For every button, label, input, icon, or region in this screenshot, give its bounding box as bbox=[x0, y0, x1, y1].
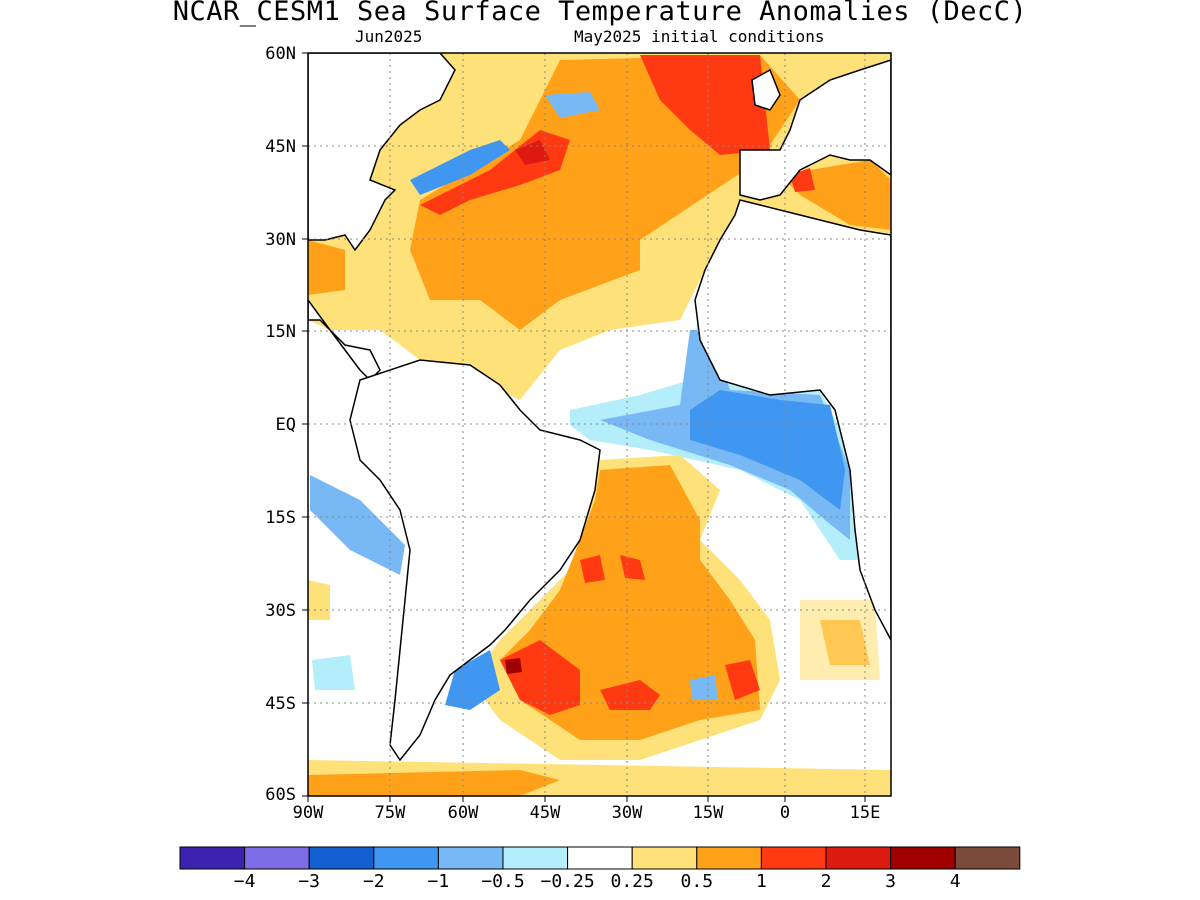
colorbar-swatch bbox=[567, 846, 633, 870]
lon-label: 75W bbox=[374, 803, 406, 823]
colorbar-swatch bbox=[437, 846, 504, 870]
lat-label: 15N bbox=[265, 322, 296, 342]
colorbar-label: −0.5 bbox=[481, 871, 525, 892]
colorbar-swatch bbox=[179, 846, 246, 870]
lat-label: 30N bbox=[265, 230, 296, 250]
anomaly-cool-south-mid bbox=[690, 675, 718, 700]
graticule bbox=[308, 53, 891, 796]
lat-label: 45S bbox=[265, 694, 296, 714]
lat-label: 60N bbox=[265, 44, 296, 64]
colorbar-swatch bbox=[502, 846, 569, 870]
colorbar-label: −4 bbox=[233, 871, 256, 892]
anomaly-field bbox=[308, 53, 891, 796]
colorbar-swatch bbox=[890, 846, 956, 870]
colorbar-swatch bbox=[308, 846, 375, 870]
colorbar-swatch bbox=[631, 846, 698, 870]
anomaly-1-south-east bbox=[725, 660, 760, 700]
colorbar-label: 4 bbox=[949, 871, 961, 892]
anomaly-1-mid-south-2 bbox=[620, 555, 645, 580]
anomaly-1-mid-south bbox=[580, 555, 605, 583]
forecast-month: Jun2025 bbox=[355, 27, 423, 46]
lon-label: 30W bbox=[611, 803, 643, 823]
lat-label: 15S bbox=[265, 508, 296, 528]
lon-label: 0 bbox=[779, 803, 791, 823]
anomaly-1-northeast-atlantic bbox=[640, 55, 770, 155]
initial-conditions: May2025 initial conditions bbox=[574, 27, 825, 46]
colorbar-label: 0.25 bbox=[610, 871, 654, 892]
anomaly-cool-labrador bbox=[410, 140, 510, 195]
lon-label: 45W bbox=[529, 803, 561, 823]
colorbar-label: 3 bbox=[885, 871, 897, 892]
anomaly-cool-eastern-pacific bbox=[310, 475, 405, 575]
lat-label: 30S bbox=[265, 601, 296, 621]
colorbar-label: 0.5 bbox=[680, 871, 714, 892]
land-north-america bbox=[308, 53, 456, 252]
colorbar-swatch bbox=[825, 846, 892, 870]
land-south-america bbox=[349, 359, 601, 762]
anomaly-0.5-caribbean bbox=[308, 240, 345, 295]
chart-title: NCAR_CESM1 Sea Surface Temperature Anoma… bbox=[172, 0, 1028, 27]
anomaly-cool-tropical-strong bbox=[690, 390, 845, 510]
colorbar-label: −2 bbox=[362, 871, 385, 892]
colorbar-swatch bbox=[954, 846, 1021, 870]
axis-ticks bbox=[302, 52, 866, 802]
anomaly-3-brazil-malvinas bbox=[505, 658, 522, 674]
anomaly-0.5-southern-band bbox=[308, 770, 560, 796]
colorbar-swatch bbox=[373, 846, 439, 870]
anomaly-2-gulf-stream bbox=[515, 140, 550, 165]
anomaly-cool-southeast-pacific bbox=[312, 655, 355, 690]
colorbar-swatch bbox=[696, 846, 762, 870]
anomaly-cool-north bbox=[545, 92, 600, 118]
anomaly-0.25-pacific-west bbox=[308, 580, 330, 620]
land-central-america bbox=[308, 298, 381, 382]
colorbar-label: −1 bbox=[427, 871, 450, 892]
anomaly-0.25-south-east bbox=[800, 600, 880, 680]
lon-label: 90W bbox=[292, 803, 324, 823]
lon-label: 15E bbox=[849, 803, 881, 823]
colorbar bbox=[179, 846, 1021, 870]
colorbar-swatch bbox=[760, 846, 827, 870]
anomaly-cool-patagonia bbox=[445, 650, 500, 710]
colorbar-label: −0.25 bbox=[540, 871, 595, 892]
colorbar-label: 1 bbox=[755, 871, 767, 892]
land-british-isles bbox=[751, 68, 781, 111]
lat-label: EQ bbox=[275, 415, 296, 435]
colorbar-swatch bbox=[244, 846, 310, 870]
lat-label: 45N bbox=[265, 137, 296, 157]
colorbar-label: 2 bbox=[820, 871, 832, 892]
colorbar-label: −3 bbox=[298, 871, 321, 892]
land-europe bbox=[739, 59, 891, 201]
lon-label: 60W bbox=[447, 803, 479, 823]
lon-label: 15W bbox=[692, 803, 724, 823]
land-africa bbox=[694, 199, 891, 641]
lat-label: 60S bbox=[265, 785, 296, 805]
